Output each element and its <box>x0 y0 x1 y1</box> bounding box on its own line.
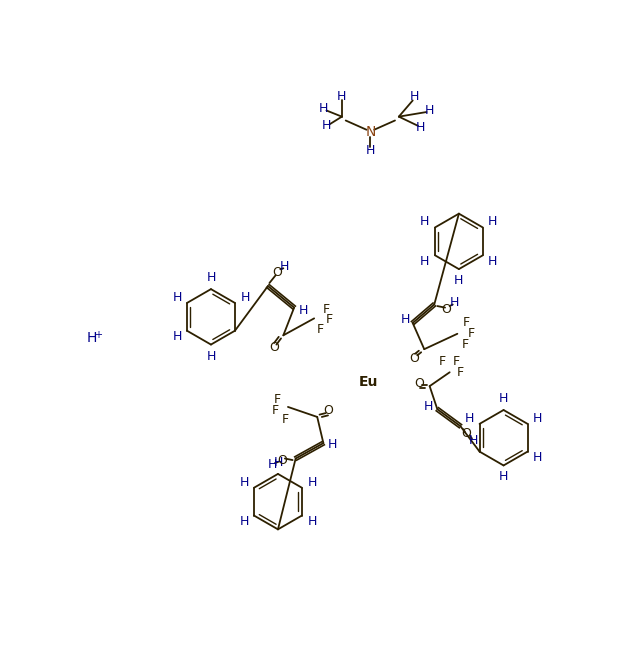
Text: F: F <box>468 327 475 340</box>
Text: H: H <box>337 90 346 103</box>
Text: H: H <box>206 271 216 284</box>
Text: H: H <box>172 330 182 343</box>
Text: H: H <box>488 215 497 228</box>
Text: +: + <box>94 329 102 339</box>
Text: H: H <box>307 515 317 528</box>
Text: H: H <box>465 412 474 424</box>
Text: H: H <box>499 471 508 483</box>
Text: O: O <box>442 303 451 315</box>
Text: H: H <box>365 144 375 157</box>
Text: H: H <box>425 104 435 117</box>
Text: H: H <box>400 313 410 327</box>
Text: H: H <box>307 475 317 489</box>
Text: H: H <box>410 90 419 103</box>
Text: H: H <box>420 215 429 228</box>
Text: F: F <box>438 355 445 368</box>
Text: H: H <box>488 254 497 268</box>
Text: F: F <box>457 366 464 378</box>
Text: H: H <box>299 304 308 317</box>
Text: F: F <box>463 317 470 329</box>
Text: H: H <box>328 438 337 451</box>
Text: H: H <box>322 120 331 132</box>
Text: F: F <box>282 413 289 426</box>
Text: H: H <box>533 451 542 464</box>
Text: H: H <box>449 297 459 309</box>
Text: F: F <box>461 338 468 351</box>
Text: F: F <box>272 404 279 416</box>
Text: H: H <box>206 350 216 363</box>
Text: H: H <box>469 434 478 446</box>
Text: H: H <box>273 456 283 469</box>
Text: O: O <box>323 404 333 417</box>
Text: O: O <box>461 428 472 440</box>
Text: H: H <box>454 274 463 287</box>
Text: H: H <box>499 392 508 405</box>
Text: O: O <box>414 376 424 390</box>
Text: H: H <box>420 254 429 268</box>
Text: H: H <box>319 102 328 116</box>
Text: O: O <box>277 454 287 467</box>
Text: F: F <box>326 313 333 327</box>
Text: H: H <box>172 291 182 303</box>
Text: H: H <box>239 515 248 528</box>
Text: N: N <box>365 125 376 139</box>
Text: H: H <box>240 291 250 303</box>
Text: O: O <box>269 341 279 354</box>
Text: F: F <box>317 323 324 336</box>
Text: H: H <box>533 412 542 424</box>
Text: H: H <box>424 400 433 414</box>
Text: Eu: Eu <box>358 375 378 389</box>
Text: H: H <box>268 458 277 471</box>
Text: F: F <box>323 303 330 315</box>
Text: H: H <box>239 475 248 489</box>
Text: O: O <box>272 266 282 279</box>
Text: H: H <box>416 121 425 134</box>
Text: H: H <box>86 331 97 345</box>
Text: F: F <box>274 392 281 406</box>
Text: O: O <box>410 352 419 365</box>
Text: H: H <box>280 260 289 272</box>
Text: F: F <box>452 355 460 368</box>
